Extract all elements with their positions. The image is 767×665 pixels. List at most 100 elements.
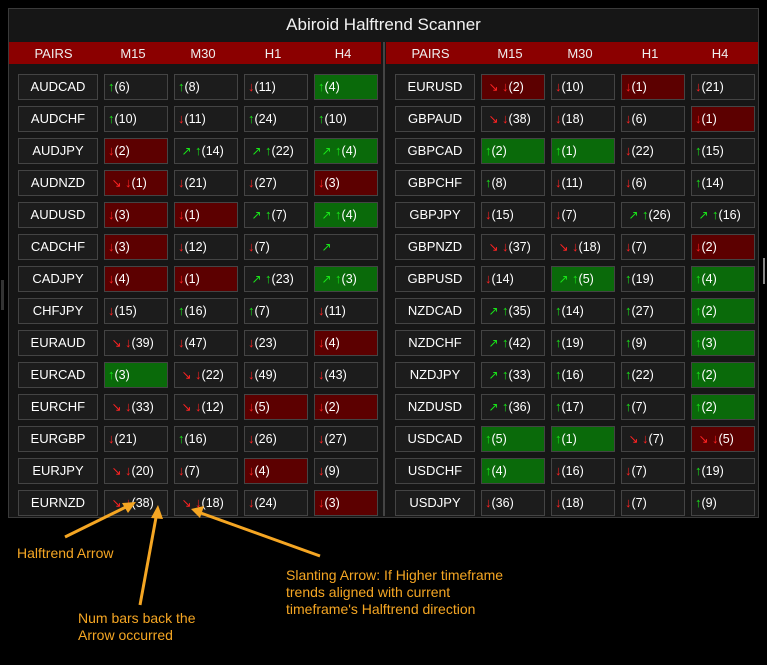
signal-cell[interactable]: ↑(9) <box>691 490 755 516</box>
signal-cell[interactable]: ↑(14) <box>551 298 615 324</box>
pair-cell[interactable]: AUDJPY <box>18 138 98 164</box>
signal-cell[interactable]: ↓(2) <box>691 234 755 260</box>
pair-cell[interactable]: GBPCHF <box>395 170 475 196</box>
signal-cell[interactable]: ↓(22) <box>621 138 685 164</box>
signal-cell[interactable]: ↓(18) <box>551 490 615 516</box>
signal-cell[interactable]: ↘ ↓(22) <box>174 362 238 388</box>
pair-cell[interactable]: EURAUD <box>18 330 98 356</box>
signal-cell[interactable]: ↑(3) <box>691 330 755 356</box>
signal-cell[interactable]: ↗ <box>314 234 378 260</box>
signal-cell[interactable]: ↓(18) <box>551 106 615 132</box>
signal-cell[interactable]: ↓(15) <box>104 298 168 324</box>
signal-cell[interactable]: ↓(21) <box>104 426 168 452</box>
signal-cell[interactable]: ↓(9) <box>314 458 378 484</box>
signal-cell[interactable]: ↓(6) <box>621 106 685 132</box>
signal-cell[interactable]: ↑(2) <box>691 394 755 420</box>
signal-cell[interactable]: ↗ ↑(35) <box>481 298 545 324</box>
signal-cell[interactable]: ↓(4) <box>314 330 378 356</box>
signal-cell[interactable]: ↗ ↑(14) <box>174 138 238 164</box>
signal-cell[interactable]: ↑(7) <box>244 298 308 324</box>
signal-cell[interactable]: ↘ ↓(5) <box>691 426 755 452</box>
signal-cell[interactable]: ↘ ↓(18) <box>551 234 615 260</box>
signal-cell[interactable]: ↘ ↓(7) <box>621 426 685 452</box>
signal-cell[interactable]: ↓(7) <box>621 490 685 516</box>
signal-cell[interactable]: ↑(5) <box>481 426 545 452</box>
signal-cell[interactable]: ↓(23) <box>244 330 308 356</box>
signal-cell[interactable]: ↓(21) <box>174 170 238 196</box>
signal-cell[interactable]: ↗ ↑(4) <box>314 138 378 164</box>
signal-cell[interactable]: ↑(7) <box>621 394 685 420</box>
signal-cell[interactable]: ↓(36) <box>481 490 545 516</box>
signal-cell[interactable]: ↑(14) <box>691 170 755 196</box>
pair-cell[interactable]: EURNZD <box>18 490 98 516</box>
signal-cell[interactable]: ↑(1) <box>551 426 615 452</box>
signal-cell[interactable]: ↓(11) <box>174 106 238 132</box>
pair-cell[interactable]: NZDUSD <box>395 394 475 420</box>
signal-cell[interactable]: ↗ ↑(7) <box>244 202 308 228</box>
pair-cell[interactable]: GBPAUD <box>395 106 475 132</box>
signal-cell[interactable]: ↓(10) <box>551 74 615 100</box>
signal-cell[interactable]: ↓(11) <box>244 74 308 100</box>
pair-cell[interactable]: CHFJPY <box>18 298 98 324</box>
signal-cell[interactable]: ↓(7) <box>621 234 685 260</box>
pair-cell[interactable]: GBPJPY <box>395 202 475 228</box>
signal-cell[interactable]: ↓(7) <box>621 458 685 484</box>
signal-cell[interactable]: ↓(27) <box>244 170 308 196</box>
signal-cell[interactable]: ↓(26) <box>244 426 308 452</box>
pair-cell[interactable]: USDCAD <box>395 426 475 452</box>
pair-cell[interactable]: NZDCHF <box>395 330 475 356</box>
signal-cell[interactable]: ↑(15) <box>691 138 755 164</box>
signal-cell[interactable]: ↘ ↓(18) <box>174 490 238 516</box>
signal-cell[interactable]: ↘ ↓(33) <box>104 394 168 420</box>
signal-cell[interactable]: ↑(24) <box>244 106 308 132</box>
signal-cell[interactable]: ↓(14) <box>481 266 545 292</box>
signal-cell[interactable]: ↘ ↓(39) <box>104 330 168 356</box>
pair-cell[interactable]: GBPCAD <box>395 138 475 164</box>
signal-cell[interactable]: ↑(27) <box>621 298 685 324</box>
signal-cell[interactable]: ↓(4) <box>244 458 308 484</box>
signal-cell[interactable]: ↗ ↑(16) <box>691 202 755 228</box>
signal-cell[interactable]: ↑(2) <box>691 362 755 388</box>
signal-cell[interactable]: ↓(5) <box>244 394 308 420</box>
signal-cell[interactable]: ↑(3) <box>104 362 168 388</box>
signal-cell[interactable]: ↓(47) <box>174 330 238 356</box>
signal-cell[interactable]: ↑(2) <box>691 298 755 324</box>
signal-cell[interactable]: ↓(24) <box>244 490 308 516</box>
signal-cell[interactable]: ↘ ↓(20) <box>104 458 168 484</box>
signal-cell[interactable]: ↑(10) <box>104 106 168 132</box>
pair-cell[interactable]: EURGBP <box>18 426 98 452</box>
signal-cell[interactable]: ↗ ↑(42) <box>481 330 545 356</box>
signal-cell[interactable]: ↑(17) <box>551 394 615 420</box>
signal-cell[interactable]: ↑(16) <box>174 298 238 324</box>
signal-cell[interactable]: ↓(7) <box>174 458 238 484</box>
signal-cell[interactable]: ↓(11) <box>314 298 378 324</box>
signal-cell[interactable]: ↓(43) <box>314 362 378 388</box>
signal-cell[interactable]: ↗ ↑(3) <box>314 266 378 292</box>
pair-cell[interactable]: NZDJPY <box>395 362 475 388</box>
signal-cell[interactable]: ↓(3) <box>104 234 168 260</box>
signal-cell[interactable]: ↘ ↓(38) <box>104 490 168 516</box>
signal-cell[interactable]: ↗ ↑(5) <box>551 266 615 292</box>
pair-cell[interactable]: GBPUSD <box>395 266 475 292</box>
signal-cell[interactable]: ↗ ↑(36) <box>481 394 545 420</box>
pair-cell[interactable]: USDJPY <box>395 490 475 516</box>
signal-cell[interactable]: ↓(1) <box>691 106 755 132</box>
signal-cell[interactable]: ↓(2) <box>104 138 168 164</box>
signal-cell[interactable]: ↓(1) <box>621 74 685 100</box>
signal-cell[interactable]: ↘ ↓(1) <box>104 170 168 196</box>
signal-cell[interactable]: ↓(21) <box>691 74 755 100</box>
signal-cell[interactable]: ↓(1) <box>174 266 238 292</box>
pair-cell[interactable]: EURJPY <box>18 458 98 484</box>
signal-cell[interactable]: ↓(6) <box>621 170 685 196</box>
signal-cell[interactable]: ↑(22) <box>621 362 685 388</box>
pair-cell[interactable]: AUDCAD <box>18 74 98 100</box>
pair-cell[interactable]: GBPNZD <box>395 234 475 260</box>
signal-cell[interactable]: ↑(8) <box>481 170 545 196</box>
signal-cell[interactable]: ↑(16) <box>174 426 238 452</box>
pair-cell[interactable]: AUDUSD <box>18 202 98 228</box>
signal-cell[interactable]: ↑(6) <box>104 74 168 100</box>
signal-cell[interactable]: ↑(16) <box>551 362 615 388</box>
signal-cell[interactable]: ↑(8) <box>174 74 238 100</box>
signal-cell[interactable]: ↑(1) <box>551 138 615 164</box>
signal-cell[interactable]: ↓(11) <box>551 170 615 196</box>
